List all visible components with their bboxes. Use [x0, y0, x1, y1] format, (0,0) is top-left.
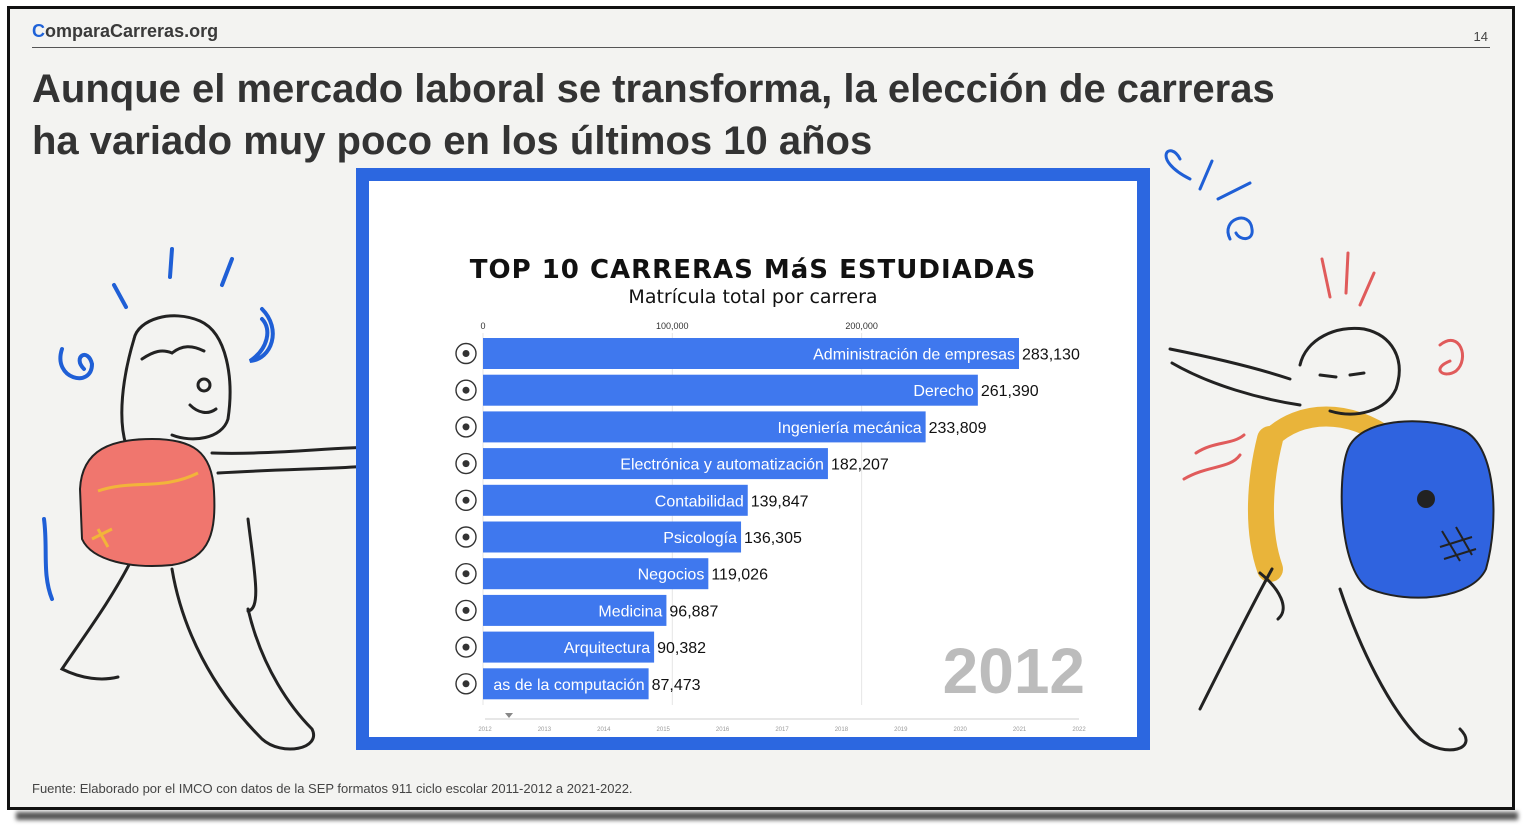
bar	[483, 338, 1019, 369]
timeline-tick-label: 2020	[954, 727, 968, 733]
computer-icon	[462, 680, 470, 688]
calculator-icon	[455, 489, 477, 511]
logo: ComparaCarreras.org	[32, 21, 218, 42]
bar	[483, 411, 926, 443]
timeline-tick-label: 2015	[657, 727, 671, 733]
timeline-marker-icon	[505, 713, 513, 718]
bar-category-label: Ingeniería mecánica	[778, 420, 922, 437]
gears-icon	[455, 416, 477, 438]
bar-chart: TOP 10 CARRERAS MáS ESTUDIADASMatrícula …	[455, 255, 1086, 733]
bar	[483, 374, 978, 406]
handshake-icon	[455, 563, 477, 585]
bar-value-label: 90,382	[657, 640, 706, 657]
right-character-illustration	[1164, 149, 1495, 752]
bar-value-label: 87,473	[652, 677, 701, 694]
bar	[483, 521, 742, 553]
chart-subtitle: Matrícula total por carrera	[628, 286, 877, 308]
x-tick-label: 0	[480, 321, 485, 331]
logo-text: omparaCarreras.org	[45, 21, 219, 41]
bar-value-label: 182,207	[831, 457, 889, 474]
bar	[483, 558, 709, 590]
bar-value-label: 283,130	[1022, 347, 1080, 364]
timeline-tick-label: 2022	[1072, 727, 1086, 733]
gears-icon	[462, 423, 470, 431]
blueprint-icon	[455, 636, 477, 658]
bar-category-label: Psicología	[663, 530, 737, 547]
bar-value-label: 139,847	[751, 493, 809, 510]
headline-line-2: ha variado muy poco en los últimos 10 añ…	[32, 119, 873, 163]
bar-value-label: 261,390	[981, 383, 1039, 400]
bar	[483, 484, 748, 516]
bar	[483, 594, 667, 626]
timeline-tick-label: 2018	[835, 727, 849, 733]
chart-area: TOP 10 CARRERAS MáS ESTUDIADAS Matrícula …	[369, 181, 1137, 737]
bar-category-label: Arquitectura	[564, 640, 650, 657]
bar	[483, 668, 649, 700]
timeline-tick-label: 2013	[538, 727, 552, 733]
blueprint-icon	[462, 643, 470, 651]
x-tick-label: 200,000	[845, 321, 878, 331]
bar-category-label: as de la computación	[493, 677, 644, 694]
timeline-tick-label: 2017	[775, 727, 789, 733]
bar-value-label: 119,026	[711, 567, 768, 584]
bar-value-label: 233,809	[929, 420, 987, 437]
bar-category-label: Medicina	[598, 603, 662, 620]
bar-value-label: 136,305	[744, 530, 802, 547]
gear-head-icon	[462, 350, 470, 357]
brain-head-icon	[462, 533, 470, 541]
bar-category-label: Contabilidad	[655, 493, 744, 510]
bar-value-label: 96,887	[669, 603, 718, 620]
bar-category-label: Administración de empresas	[813, 347, 1015, 364]
source-note: Fuente: Elaborado por el IMCO con datos …	[32, 781, 633, 796]
scales-icon	[462, 386, 470, 394]
timeline-tick-label: 2014	[597, 727, 611, 733]
scales-icon	[455, 379, 477, 401]
bar-category-label: Electrónica y automatización	[620, 457, 824, 474]
bar-category-label: Derecho	[913, 383, 974, 400]
left-character-illustration	[42, 247, 382, 751]
timeline-tick-label: 2021	[1013, 727, 1027, 733]
computer-icon	[455, 673, 477, 695]
handshake-icon	[462, 570, 470, 578]
timeline-tick-label: 2012	[478, 727, 492, 733]
page-number: 14	[1473, 29, 1488, 44]
logo-prefix: C	[32, 21, 45, 41]
gear-head-icon	[455, 342, 477, 365]
slide-headline: Aunque el mercado laboral se transforma,…	[32, 63, 1472, 167]
chart-title: TOP 10 CARRERAS MáS ESTUDIADAS	[470, 255, 1036, 285]
bar-category-label: Negocios	[638, 567, 705, 584]
bar	[483, 631, 655, 663]
timeline-tick-label: 2019	[894, 727, 908, 733]
header-divider	[32, 47, 1490, 48]
year-label: 2012	[943, 635, 1085, 707]
circuit-icon	[455, 452, 477, 475]
brain-head-icon	[455, 526, 477, 548]
calculator-icon	[462, 496, 470, 504]
circuit-icon	[462, 460, 470, 468]
timeline-tick-label: 2016	[716, 727, 730, 733]
caduceus-icon	[455, 599, 477, 622]
headline-line-1: Aunque el mercado laboral se transforma,…	[32, 67, 1275, 111]
bar	[483, 448, 828, 480]
chart-frame: TOP 10 CARRERAS MáS ESTUDIADAS Matrícula …	[356, 168, 1150, 750]
x-tick-label: 100,000	[656, 321, 689, 331]
caduceus-icon	[462, 606, 470, 614]
